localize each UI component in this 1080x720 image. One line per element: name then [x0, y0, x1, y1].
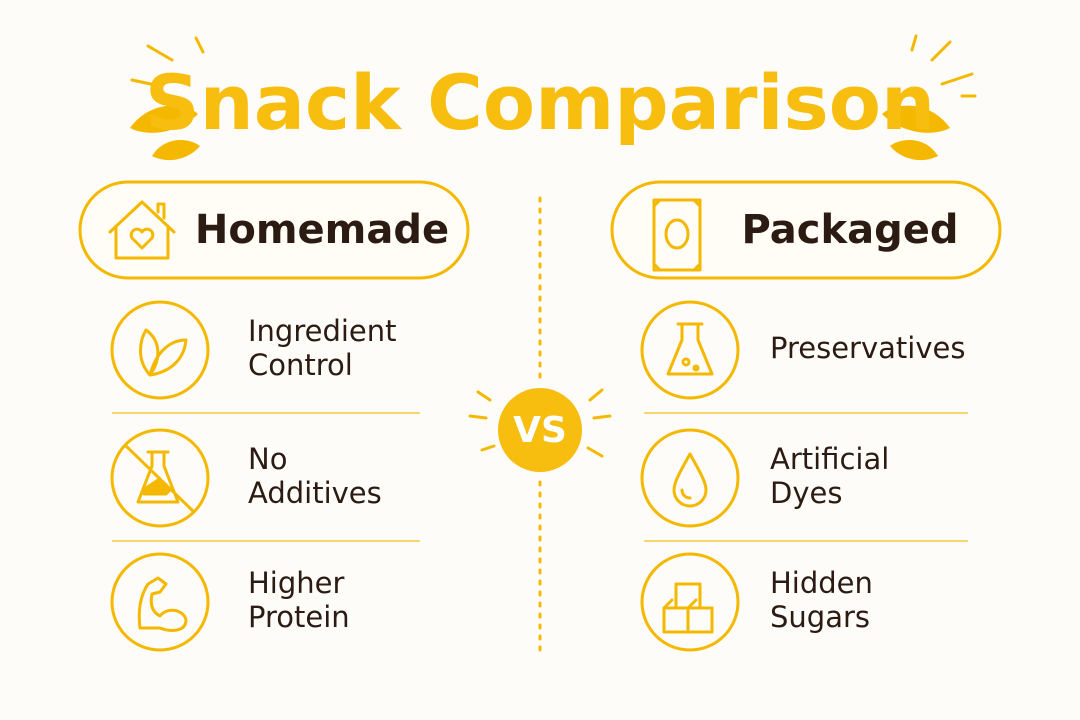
vs-rays: [468, 388, 612, 458]
item-label: Control: [248, 348, 353, 382]
vs-badge: [498, 388, 582, 472]
item-label: Sugars: [770, 600, 870, 634]
item-label: Ingredient: [248, 314, 397, 348]
item-label: Artificial: [770, 442, 889, 476]
item-label: Additives: [248, 476, 382, 510]
title-leaves: [130, 105, 950, 161]
row-separators: [112, 412, 968, 542]
bag-icon: [652, 198, 702, 272]
item-label: Preservatives: [770, 331, 965, 365]
item-label: Dyes: [770, 476, 842, 510]
item-icons: [110, 300, 740, 652]
item-label: Hidden: [770, 566, 873, 600]
left-pill: [78, 180, 470, 280]
right-heading: Packaged: [742, 207, 959, 253]
title-rays: [130, 34, 977, 98]
house-icon: [108, 200, 176, 260]
title: Snack Comparison: [145, 58, 935, 147]
item-label: No: [248, 442, 287, 476]
item-label: Higher: [248, 566, 344, 600]
item-label: Protein: [248, 600, 350, 634]
right-pill: [610, 180, 1002, 280]
left-heading: Homemade: [195, 207, 449, 253]
vs-label: VS: [513, 410, 567, 451]
